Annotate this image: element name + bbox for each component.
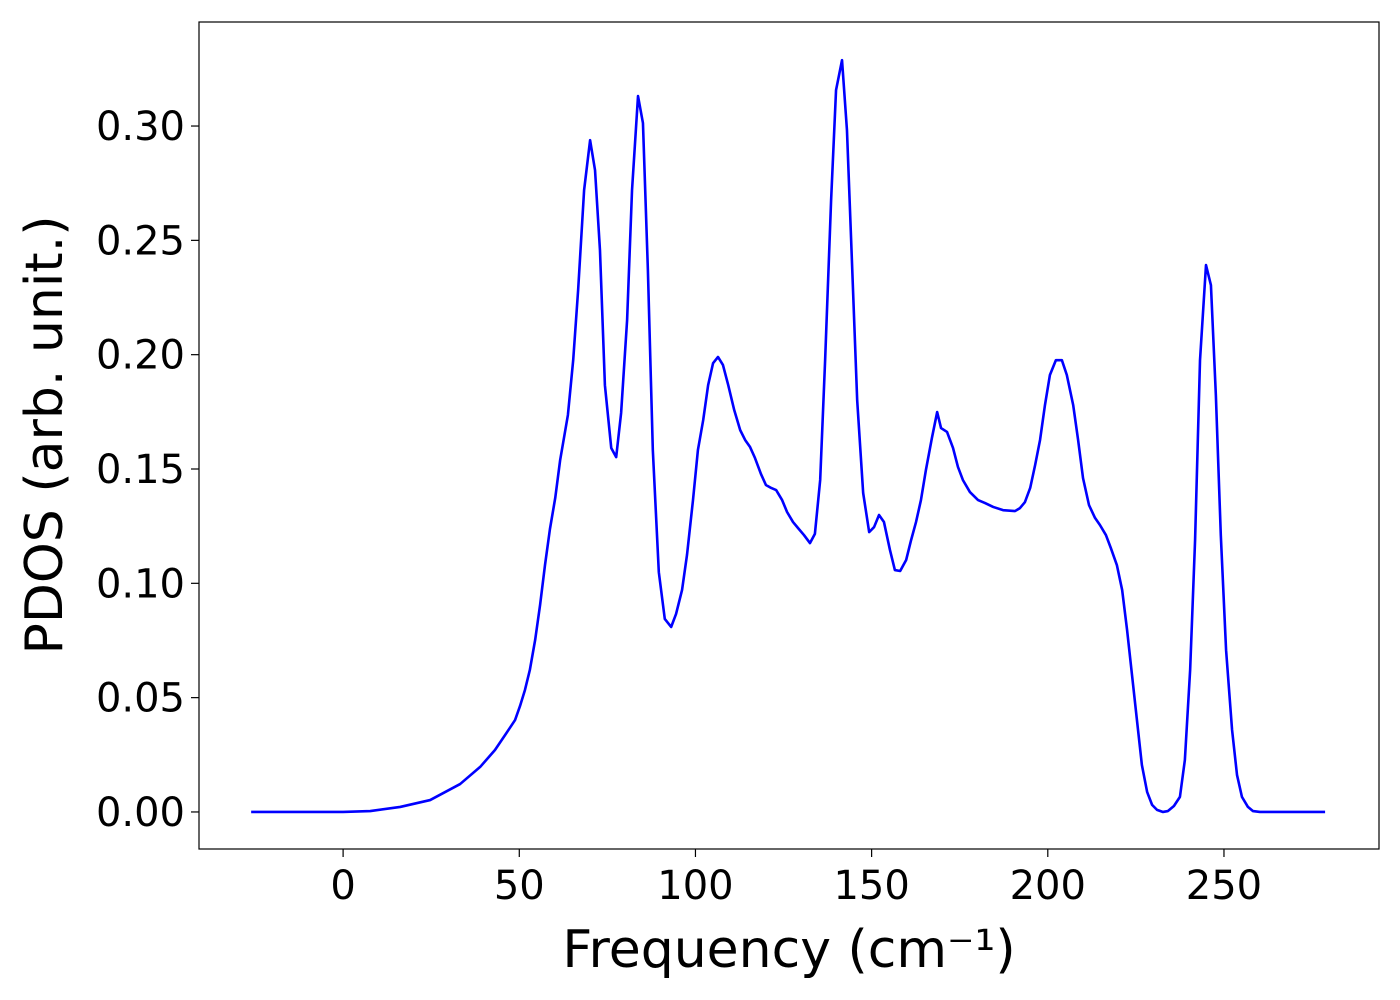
x-tick-label: 250 [1186, 863, 1262, 909]
x-tick-label: 50 [494, 863, 545, 909]
pdos-line [251, 58, 1326, 814]
y-tick-label: 0.00 [96, 790, 185, 836]
y-axis-label: PDOS (arb. unit.) [15, 215, 75, 654]
y-tick-label: 0.25 [96, 218, 185, 264]
y-tick-label: 0.05 [96, 676, 185, 722]
y-tick-label: 0.10 [96, 561, 185, 607]
x-tick-label: 200 [1010, 863, 1086, 909]
y-tick-label: 0.30 [96, 104, 185, 150]
x-tick-label: 0 [330, 863, 355, 909]
y-tick-label: 0.15 [96, 447, 185, 493]
plot-frame [198, 21, 1380, 850]
x-axis-label: Frequency (cm⁻¹) [562, 920, 1015, 980]
x-tick-label: 150 [833, 863, 909, 909]
x-tick-label: 100 [657, 863, 733, 909]
y-tick-label: 0.20 [96, 333, 185, 379]
